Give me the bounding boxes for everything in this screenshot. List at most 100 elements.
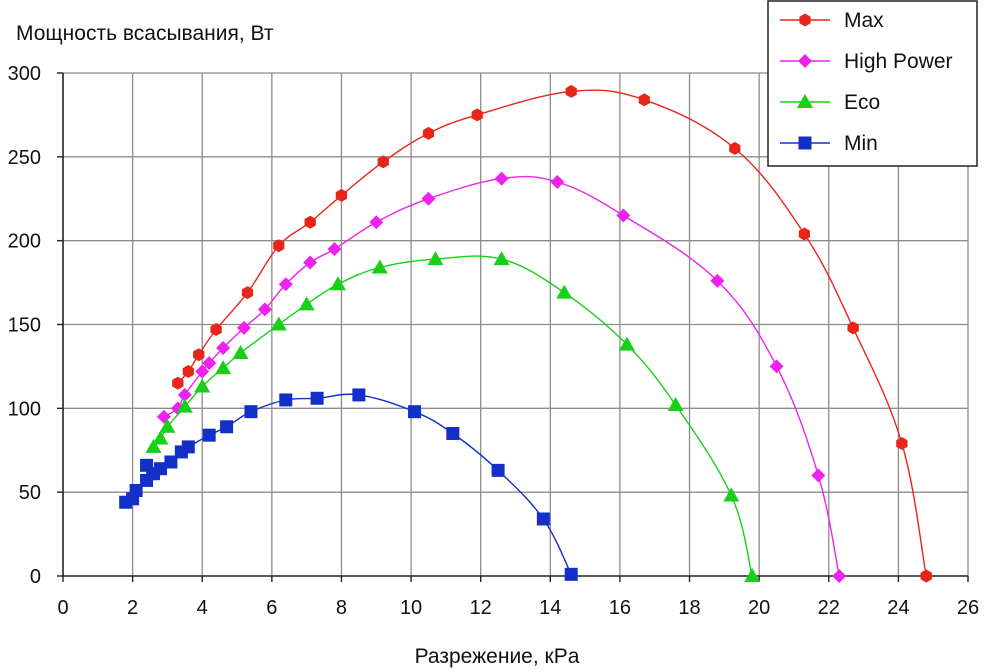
data-point-high-power bbox=[177, 387, 192, 402]
data-point-max bbox=[422, 126, 435, 140]
data-point-high-power bbox=[769, 359, 784, 374]
legend-label-high-power: High Power bbox=[844, 50, 953, 73]
data-point-eco bbox=[232, 345, 249, 360]
data-point-max bbox=[335, 188, 348, 202]
data-point-min bbox=[164, 455, 178, 469]
legend-marker-eco bbox=[797, 94, 813, 108]
data-point-eco bbox=[329, 276, 346, 291]
legend-marker-high-power bbox=[798, 54, 812, 68]
data-point-high-power bbox=[811, 468, 826, 483]
x-tick-label: 24 bbox=[887, 597, 909, 619]
data-point-min bbox=[310, 391, 324, 405]
data-point-min bbox=[536, 512, 550, 526]
legend-marker-max bbox=[799, 13, 811, 27]
y-tick-label: 250 bbox=[8, 147, 41, 169]
data-point-min bbox=[352, 388, 366, 402]
x-tick-label: 22 bbox=[818, 597, 840, 619]
data-point-max bbox=[798, 227, 810, 241]
data-point-high-power bbox=[216, 340, 231, 355]
data-point-high-power bbox=[237, 320, 251, 335]
y-tick-label: 300 bbox=[8, 63, 41, 85]
x-tick-label: 4 bbox=[197, 597, 208, 619]
x-tick-label: 20 bbox=[748, 597, 770, 619]
data-point-eco bbox=[298, 296, 315, 311]
data-point-min bbox=[220, 420, 234, 434]
data-point-eco bbox=[215, 360, 232, 375]
data-point-high-power bbox=[421, 191, 436, 206]
data-point-max bbox=[182, 364, 194, 378]
y-axis-title: Мощность всасывания, Вт bbox=[16, 22, 274, 45]
x-axis-title: Разрежение, кPa bbox=[415, 645, 580, 668]
data-point-high-power bbox=[616, 208, 631, 223]
data-point-min bbox=[202, 428, 216, 442]
data-point-high-power bbox=[257, 302, 272, 317]
data-point-eco bbox=[667, 396, 684, 411]
data-point-max bbox=[241, 286, 254, 300]
data-point-max bbox=[210, 323, 222, 336]
data-point-max bbox=[193, 348, 205, 362]
data-point-max bbox=[638, 93, 650, 107]
x-tick-label: 18 bbox=[678, 597, 700, 619]
x-tick-label: 26 bbox=[957, 597, 979, 619]
data-point-eco bbox=[194, 378, 211, 393]
data-point-max bbox=[565, 84, 577, 98]
data-point-max bbox=[377, 155, 389, 169]
data-point-min bbox=[279, 393, 293, 407]
y-tick-label: 50 bbox=[19, 482, 41, 504]
data-point-high-power bbox=[327, 242, 342, 257]
x-tick-label: 10 bbox=[400, 597, 422, 619]
y-tick-label: 100 bbox=[8, 398, 41, 420]
data-point-eco bbox=[159, 418, 176, 433]
x-tick-label: 8 bbox=[336, 597, 347, 619]
series-max bbox=[172, 84, 932, 583]
data-point-min bbox=[181, 440, 195, 454]
x-tick-label: 0 bbox=[57, 597, 68, 619]
x-tick-label: 2 bbox=[127, 597, 138, 619]
data-point-max bbox=[471, 108, 483, 122]
data-point-high-power bbox=[195, 364, 210, 379]
data-point-high-power bbox=[278, 277, 293, 292]
legend-label-min: Min bbox=[844, 132, 878, 155]
series-high-power bbox=[156, 171, 847, 583]
data-point-eco bbox=[176, 398, 193, 413]
data-point-min bbox=[408, 405, 422, 419]
data-point-high-power bbox=[369, 215, 384, 230]
data-point-max bbox=[847, 321, 859, 335]
data-point-max bbox=[729, 141, 741, 155]
legend-marker-min bbox=[798, 136, 812, 150]
series-group bbox=[119, 84, 932, 583]
y-tick-label: 200 bbox=[8, 231, 41, 253]
series-min bbox=[119, 388, 578, 581]
data-point-eco bbox=[145, 438, 162, 453]
data-point-high-power bbox=[202, 356, 217, 371]
series-line-high-power bbox=[163, 175, 840, 577]
data-point-min bbox=[129, 483, 143, 497]
axes bbox=[57, 72, 969, 582]
data-point-eco bbox=[493, 251, 510, 266]
data-point-min bbox=[244, 405, 258, 419]
data-point-eco bbox=[152, 430, 169, 445]
data-point-max bbox=[304, 215, 316, 229]
data-point-eco bbox=[618, 336, 635, 351]
y-tick-label: 150 bbox=[8, 315, 41, 337]
series-eco bbox=[145, 251, 761, 582]
data-point-min bbox=[491, 463, 505, 477]
data-point-min bbox=[153, 462, 167, 476]
tick-labels: 0 2 4 6 8 10 12 14 16 18 20 22 24 2605010015020025030… bbox=[8, 63, 980, 619]
x-tick-label: 16 bbox=[609, 597, 631, 619]
data-point-high-power bbox=[303, 255, 318, 270]
data-point-eco bbox=[371, 259, 388, 274]
legend: Max High Power Eco Min bbox=[767, 0, 978, 167]
data-point-min bbox=[446, 426, 460, 440]
data-point-high-power bbox=[494, 171, 509, 186]
x-tick-label: 12 bbox=[470, 597, 492, 619]
x-tick-label: 14 bbox=[539, 597, 561, 619]
y-tick-label: 0 bbox=[30, 566, 41, 588]
data-point-max bbox=[920, 569, 932, 583]
data-point-high-power bbox=[832, 569, 847, 583]
data-point-eco bbox=[270, 316, 287, 331]
data-point-max bbox=[172, 376, 184, 390]
data-point-max bbox=[896, 437, 908, 450]
data-point-eco bbox=[744, 568, 761, 582]
